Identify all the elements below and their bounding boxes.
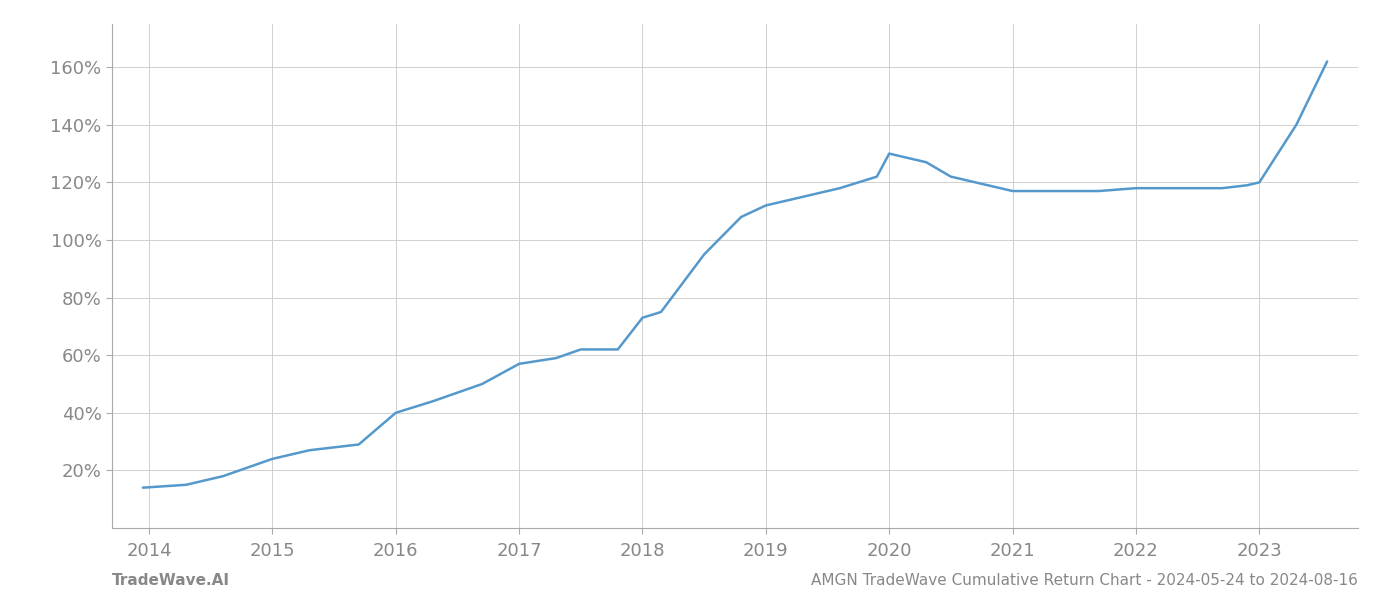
Text: TradeWave.AI: TradeWave.AI: [112, 573, 230, 588]
Text: AMGN TradeWave Cumulative Return Chart - 2024-05-24 to 2024-08-16: AMGN TradeWave Cumulative Return Chart -…: [811, 573, 1358, 588]
